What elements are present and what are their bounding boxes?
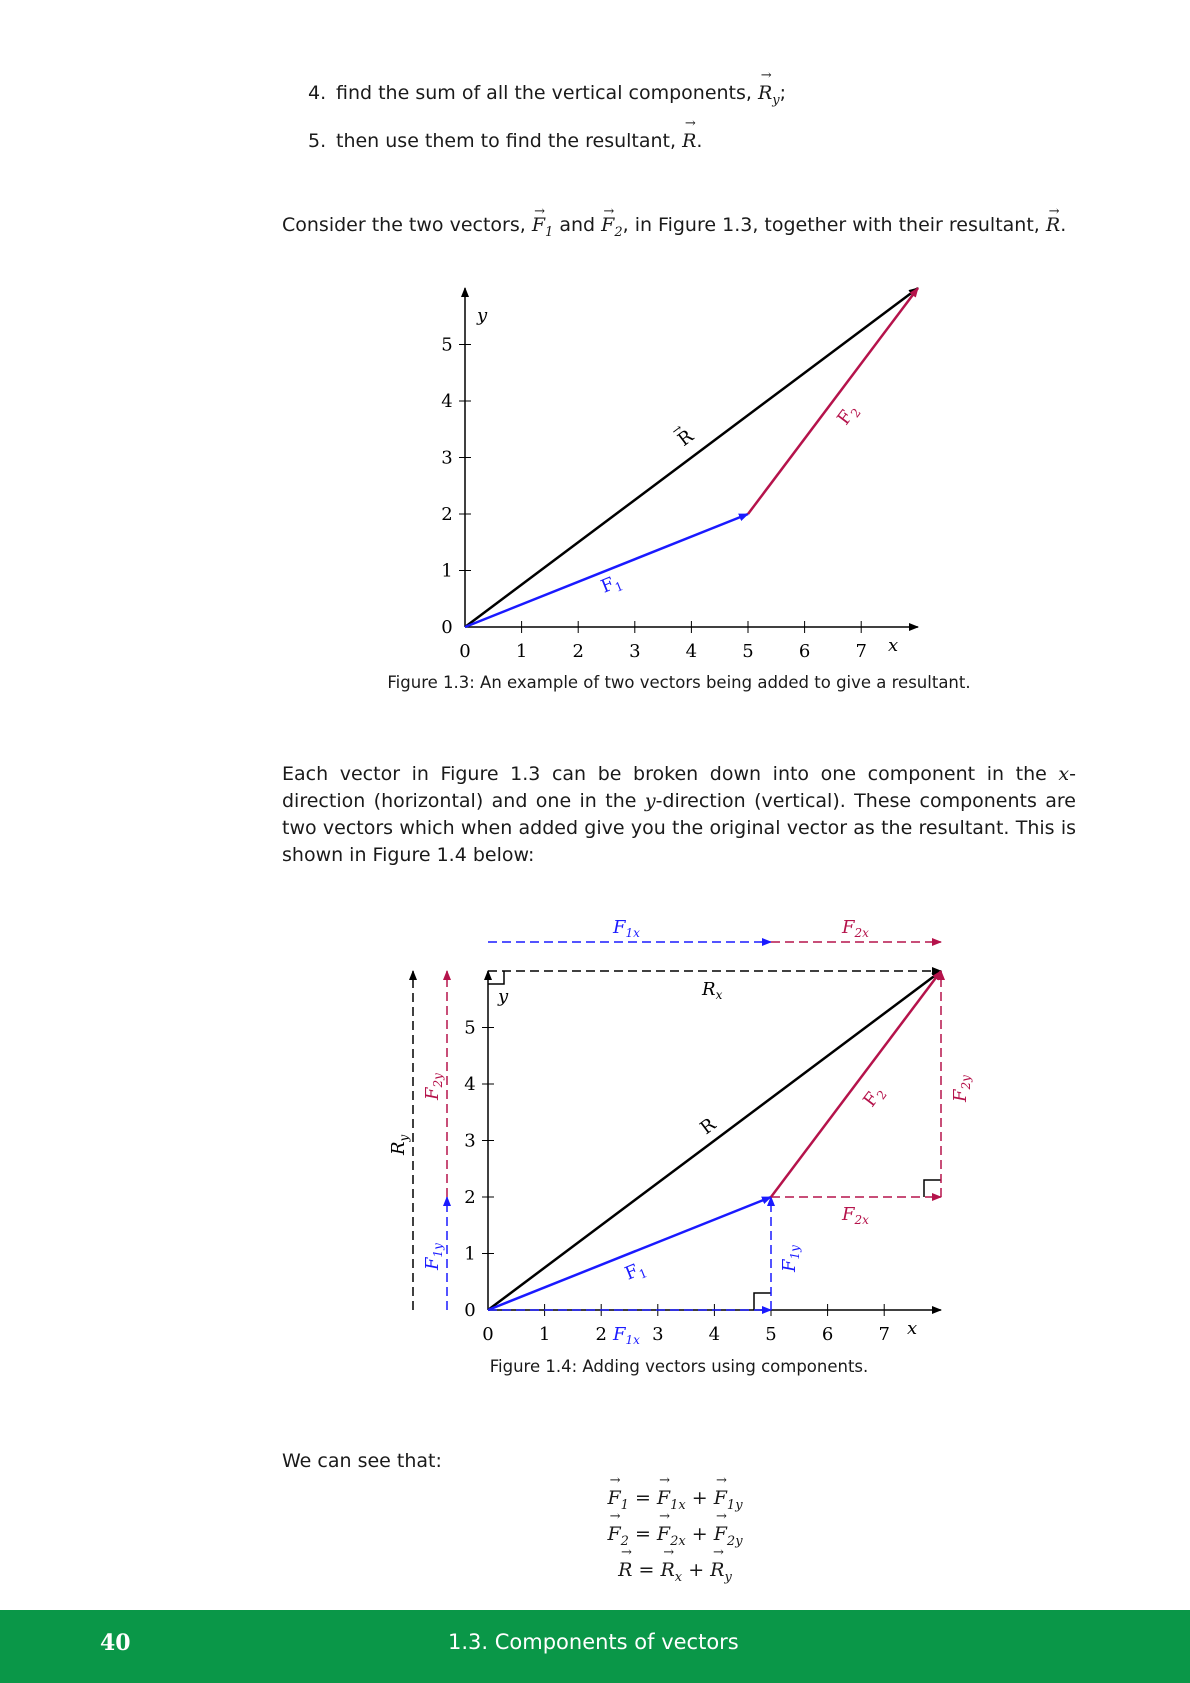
x-tick-label: 5 bbox=[765, 1324, 776, 1345]
x-tick-label: 2 bbox=[595, 1324, 606, 1345]
x-tick-label: 0 bbox=[459, 641, 470, 662]
y-tick-label: 4 bbox=[464, 1074, 475, 1095]
y-tick-label: 3 bbox=[441, 448, 452, 469]
figure-1-4-caption: Figure 1.4: Adding vectors using compone… bbox=[489, 1357, 869, 1376]
label-rx: Rx bbox=[701, 979, 723, 1002]
x-tick-label: 6 bbox=[822, 1324, 833, 1345]
y-tick-label: 1 bbox=[464, 1244, 475, 1265]
figure-1-3-caption: Figure 1.3: An example of two vectors be… bbox=[387, 673, 971, 692]
right-angle-marker bbox=[753, 1292, 771, 1310]
label-f2x-top: F2x bbox=[841, 917, 869, 940]
y-tick-label: 1 bbox=[441, 561, 452, 582]
vector-f1 bbox=[487, 1195, 772, 1312]
vector-subscript: y bbox=[772, 92, 780, 108]
right-angle-marker bbox=[923, 1179, 941, 1197]
y-ticks: 0 1 2 3 4 5 bbox=[464, 1018, 494, 1321]
step-end: ; bbox=[779, 82, 787, 104]
label-f2: F2 bbox=[859, 1082, 889, 1112]
step-number: 4. bbox=[308, 82, 327, 104]
vector-symbol: F bbox=[601, 212, 614, 239]
section-title: 1.3. Components of vectors bbox=[448, 1630, 739, 1654]
x-tick-label: 1 bbox=[516, 641, 527, 662]
y-axis-label: y bbox=[476, 305, 488, 326]
x-axis-label: x bbox=[888, 635, 898, 656]
vector-subscript: 2 bbox=[614, 224, 623, 240]
step-number: 5. bbox=[308, 130, 327, 152]
y-tick-label: 0 bbox=[441, 617, 452, 638]
x-tick-label: 7 bbox=[855, 641, 866, 662]
label-f1x-bottom: F1x bbox=[612, 1324, 640, 1347]
y-tick-label: 3 bbox=[464, 1131, 475, 1152]
label-f1x-top: F1x bbox=[612, 917, 640, 940]
x-tick-label: 3 bbox=[652, 1324, 663, 1345]
step-text: find the sum of all the vertical compone… bbox=[336, 82, 758, 104]
y-tick-label: 0 bbox=[464, 1300, 475, 1321]
text: . bbox=[1060, 214, 1067, 236]
footer-bar: 40 1.3. Components of vectors bbox=[0, 1610, 1190, 1683]
vector-f2 bbox=[747, 287, 919, 515]
label-f2y-left: F2y bbox=[422, 1073, 445, 1101]
math-y: y bbox=[644, 790, 656, 812]
x-tick-label: 1 bbox=[539, 1324, 550, 1345]
label-f2y-right: F2y bbox=[950, 1075, 973, 1103]
x-axis-label: x bbox=[907, 1318, 917, 1339]
label-r: R bbox=[696, 1114, 720, 1139]
vector-f2 bbox=[770, 970, 942, 1198]
math-x: x bbox=[1058, 763, 1070, 785]
label-f1y-right: F1y bbox=[779, 1245, 802, 1273]
text: Each vector in Figure 1.3 can be broken … bbox=[282, 763, 1059, 785]
paragraph-components: Each vector in Figure 1.3 can be broken … bbox=[282, 761, 1076, 869]
label-ry: Ry bbox=[388, 1134, 411, 1156]
y-tick-label: 5 bbox=[464, 1018, 475, 1039]
vector-symbol: R bbox=[682, 130, 696, 152]
step-5: 5. then use them to find the resultant, R… bbox=[308, 130, 702, 152]
equation: F2 = F2x + F2y bbox=[525, 1523, 825, 1549]
y-tick-label: 4 bbox=[441, 391, 452, 412]
vector-symbol: F bbox=[532, 212, 545, 239]
text: -direction (horizontal) and one in the bbox=[282, 763, 1076, 812]
vector-symbol: R bbox=[1046, 212, 1060, 239]
equation: F1 = F1x + F1y bbox=[525, 1487, 825, 1513]
x-tick-label: 5 bbox=[742, 641, 753, 662]
label-f2x-mid: F2x bbox=[841, 1204, 869, 1227]
text: Consider the two vectors, bbox=[282, 214, 532, 236]
right-angle-marker bbox=[488, 971, 505, 985]
y-ticks: 0 1 2 3 4 5 bbox=[441, 335, 471, 638]
text: -direction (vertical). These components … bbox=[282, 790, 1076, 866]
vector-r bbox=[487, 969, 942, 1312]
paragraph-we-can-see: We can see that: bbox=[282, 1450, 442, 1472]
vector-r bbox=[464, 286, 919, 629]
x-tick-label: 2 bbox=[572, 641, 583, 662]
vector-f1 bbox=[464, 512, 749, 629]
y-axis-label: y bbox=[497, 986, 509, 1007]
paragraph-intro: Consider the two vectors, F1 and F2, in … bbox=[282, 212, 1076, 246]
vector-subscript: 1 bbox=[545, 224, 554, 240]
y-tick-label: 5 bbox=[441, 335, 452, 356]
step-end: . bbox=[696, 130, 703, 152]
x-tick-label: 0 bbox=[482, 1324, 493, 1345]
label-f1y-left: F1y bbox=[422, 1243, 445, 1271]
equation: R = Rx + Ry bbox=[525, 1559, 825, 1585]
x-tick-label: 3 bbox=[629, 641, 640, 662]
x-tick-label: 7 bbox=[878, 1324, 889, 1345]
figure-1-4: 0 1 2 3 4 5 6 7 0 1 2 3 4 5 x y F1x F2x Rx F2x F1x R… bbox=[388, 917, 973, 1347]
x-tick-label: 4 bbox=[686, 641, 697, 662]
x-tick-label: 4 bbox=[709, 1324, 720, 1345]
y-tick-label: 2 bbox=[464, 1187, 475, 1208]
text: , in Figure 1.3, together with their res… bbox=[622, 214, 1046, 236]
text: and bbox=[553, 214, 602, 236]
x-tick-label: 6 bbox=[799, 641, 810, 662]
label-f1: F1 bbox=[622, 1258, 649, 1287]
step-4: 4. find the sum of all the vertical compo… bbox=[308, 82, 786, 108]
vector-symbol: R bbox=[758, 82, 772, 104]
x-ticks: 0 1 2 3 4 5 6 7 bbox=[459, 621, 867, 662]
page-number: 40 bbox=[100, 1630, 131, 1656]
y-tick-label: 2 bbox=[441, 504, 452, 525]
step-text: then use them to find the resultant, bbox=[336, 130, 683, 152]
